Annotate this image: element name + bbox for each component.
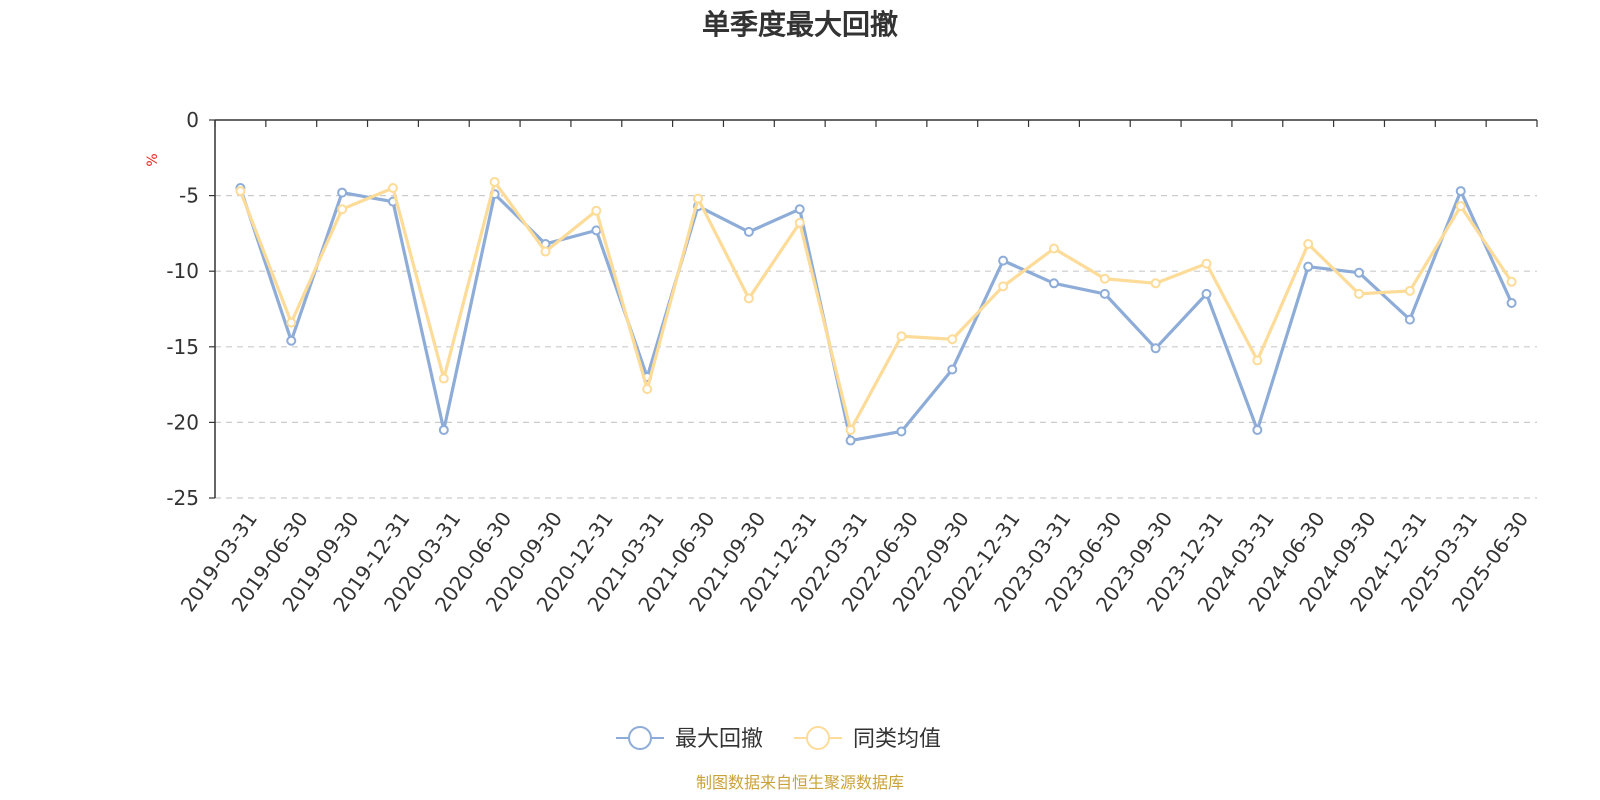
data-point — [1303, 261, 1314, 272]
data-point — [1303, 238, 1314, 249]
data-point — [896, 426, 907, 437]
chart-title: 单季度最大回撤 — [702, 8, 898, 41]
source-note: 制图数据来自恒生聚源数据库 — [696, 773, 904, 792]
data-point — [743, 226, 754, 237]
series-line — [238, 180, 1513, 432]
y-tick-label: -15 — [166, 335, 199, 359]
data-point — [642, 384, 653, 395]
data-point — [1354, 288, 1365, 299]
data-point — [998, 281, 1009, 292]
grid-lines — [215, 195, 1537, 499]
data-point — [998, 255, 1009, 266]
data-point — [1201, 258, 1212, 269]
data-point — [1404, 285, 1415, 296]
data-point — [387, 183, 398, 194]
data-point — [1150, 343, 1161, 354]
legend-marker-icon — [628, 726, 652, 750]
legend-marker-icon — [806, 726, 830, 750]
data-point — [947, 334, 958, 345]
y-tick-label: -5 — [179, 184, 199, 208]
data-point — [845, 424, 856, 435]
data-point — [438, 424, 449, 435]
axes — [209, 119, 1538, 499]
legend-item-1[interactable]: 最大回撤 — [616, 726, 763, 752]
data-point — [540, 246, 551, 257]
series-line — [238, 187, 1514, 443]
data-point — [1455, 186, 1466, 197]
legend-item-2[interactable]: 同类均值 — [794, 726, 941, 752]
data-point — [489, 176, 500, 187]
data-point — [1150, 278, 1161, 289]
data-point — [286, 335, 297, 346]
data-point — [743, 293, 754, 304]
data-point — [1506, 276, 1517, 287]
data-point — [1201, 288, 1212, 299]
data-point — [794, 217, 805, 228]
y-axis-unit: % — [145, 153, 161, 166]
data-point — [235, 186, 246, 197]
legend[interactable]: 最大回撤 同类均值 — [616, 726, 941, 752]
y-tick-label: 0 — [186, 108, 199, 132]
data-point — [1252, 424, 1263, 435]
legend-label: 同类均值 — [853, 727, 941, 752]
y-axis-ticks: 0 -5 -10 -15 -20 -25 — [166, 108, 199, 510]
series-2 — [235, 176, 1517, 435]
x-axis-ticks: 2019-03-312019-06-302019-09-302019-12-31… — [176, 507, 1533, 616]
series-group — [235, 176, 1517, 446]
data-point — [1455, 201, 1466, 212]
data-point — [947, 364, 958, 375]
legend-label: 最大回撤 — [675, 727, 763, 752]
data-point — [1099, 273, 1110, 284]
data-point — [286, 317, 297, 328]
data-point — [794, 204, 805, 215]
data-point — [1506, 297, 1517, 308]
data-point — [337, 204, 348, 215]
data-point — [438, 373, 449, 384]
data-point — [1252, 355, 1263, 366]
data-point — [591, 225, 602, 236]
data-point — [1048, 278, 1059, 289]
data-point — [693, 193, 704, 204]
y-tick-label: -10 — [166, 259, 199, 283]
data-point — [1354, 267, 1365, 278]
data-point — [1048, 243, 1059, 254]
y-tick-label: -25 — [166, 486, 199, 510]
data-point — [896, 331, 907, 342]
data-point — [591, 205, 602, 216]
data-point — [845, 435, 856, 446]
data-point — [1404, 314, 1415, 325]
data-point — [1099, 288, 1110, 299]
y-tick-label: -20 — [166, 410, 199, 434]
data-point — [337, 187, 348, 198]
